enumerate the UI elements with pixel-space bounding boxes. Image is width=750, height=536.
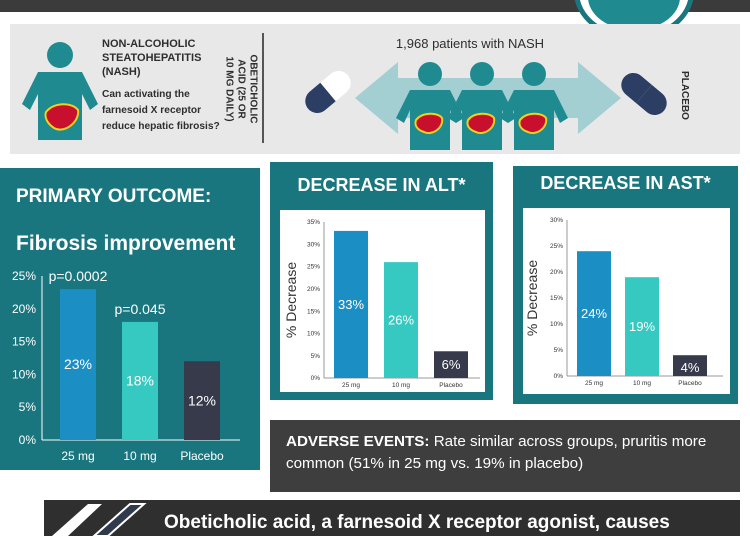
- bar-placebo: [184, 361, 220, 440]
- bar-10-mg: [122, 321, 158, 440]
- y-tick-label: 25%: [550, 243, 563, 250]
- y-tick-label: 35%: [307, 219, 320, 226]
- y-tick-label: 10%: [307, 331, 320, 338]
- placebo-label: PLACEBO: [678, 70, 690, 120]
- y-axis-label: % Decrease: [524, 260, 540, 336]
- alt-chart-title: DECREASE IN ALT*: [297, 175, 466, 195]
- treatment-divider: [262, 33, 264, 143]
- ast-chart-title: DECREASE IN AST*: [540, 173, 711, 193]
- treatment-pill-icon: [305, 71, 351, 113]
- y-tick-label: 5%: [311, 353, 321, 360]
- category-label: 25 mg: [61, 449, 94, 463]
- y-axis-label: % Decrease: [283, 262, 299, 338]
- y-tick-label: 15%: [550, 295, 563, 302]
- patients-group-icon: [396, 62, 568, 150]
- p-value-annotation: p=0.045: [115, 301, 166, 317]
- category-label: 10 mg: [633, 380, 651, 387]
- primary-outcome-title: PRIMARY OUTCOME:: [16, 186, 212, 207]
- category-label: Placebo: [439, 382, 463, 389]
- category-label: 10 mg: [392, 382, 410, 389]
- bar-25-mg: [60, 289, 96, 440]
- bar-value-label: 12%: [188, 392, 216, 408]
- category-label: 25 mg: [585, 380, 603, 387]
- placebo-pill-icon: [621, 73, 667, 115]
- bar-value-label: 26%: [388, 312, 414, 327]
- conclusion-text: Obeticholic acid, a farnesoid X receptor…: [164, 512, 670, 533]
- y-tick-label: 15%: [307, 308, 320, 315]
- category-label: 25 mg: [342, 382, 360, 389]
- y-tick-label: 20%: [307, 286, 320, 293]
- y-tick-label: 10%: [550, 321, 563, 328]
- bar-10-mg: [625, 277, 659, 376]
- adverse-events-detail: Rate similar across groups, pruritis mor…: [286, 433, 707, 472]
- bar-value-label: 19%: [629, 319, 655, 334]
- bar-placebo: [673, 355, 707, 376]
- treatment-label: OBETICHOLIC ACID (25 OR 10 MG DAILY): [223, 54, 259, 124]
- alt-bar-chart: 0% 5% 10% 15% 20% 25% 30% 35% % Decrease 33% 25 mg…: [283, 219, 480, 389]
- bar-placebo: [434, 351, 468, 378]
- adverse-events-panel: [270, 420, 740, 492]
- y-tick-label: 0%: [554, 373, 564, 380]
- y-tick-label: 30%: [307, 241, 320, 248]
- category-label: Placebo: [678, 380, 702, 387]
- placebo-label-wrap: PLACEBO: [664, 50, 704, 140]
- bar-value-label: 23%: [64, 356, 92, 372]
- y-tick-label: 30%: [550, 217, 563, 224]
- study-illustration: [22, 42, 667, 150]
- syringe-icon: [52, 503, 147, 536]
- bar-value-label: 33%: [338, 297, 364, 312]
- bar-value-label: 18%: [126, 373, 154, 389]
- bar-value-label: 6%: [442, 357, 461, 372]
- primary-outcome-subtitle: Fibrosis improvement: [16, 232, 236, 255]
- category-label: Placebo: [180, 449, 224, 463]
- y-tick-label: 5%: [554, 347, 564, 354]
- bar-25-mg: [577, 251, 611, 376]
- y-tick-label: 15%: [12, 335, 36, 349]
- bar-10-mg: [384, 262, 418, 378]
- treatment-label-wrap: OBETICHOLIC ACID (25 OR 10 MG DAILY): [220, 33, 260, 145]
- y-tick-label: 0%: [311, 375, 321, 382]
- condition-title: NON-ALCOHOLIC STEATOHEPATITIS (NASH): [102, 38, 202, 78]
- bar-value-label: 24%: [581, 306, 607, 321]
- category-label: 10 mg: [123, 449, 156, 463]
- conclusion-band: [44, 500, 740, 536]
- patients-liver-icons: [414, 112, 548, 134]
- bar-25-mg: [334, 230, 368, 378]
- adverse-events-text: ADVERSE EVENTS: Rate similar across grou…: [286, 431, 736, 475]
- study-question: Can activating the farnesoid X receptor …: [102, 89, 220, 132]
- y-tick-label: 10%: [12, 367, 36, 381]
- y-tick-label: 0%: [19, 433, 37, 447]
- ast-bar-chart: 0% 5% 10% 15% 20% 25% 30% % Decrease 24% 25 mg 19%…: [524, 217, 723, 387]
- fibrosis-bar-chart: 0% 5% 10% 15% 20% 25% 23% 25 mg p=0.0002 18% 10 mg…: [12, 268, 240, 463]
- liver-icon: [44, 103, 80, 131]
- y-tick-label: 5%: [19, 400, 37, 414]
- p-value-annotation: p=0.0002: [49, 268, 108, 284]
- y-tick-label: 20%: [550, 269, 563, 276]
- bar-value-label: 4%: [681, 360, 700, 375]
- y-tick-label: 20%: [12, 302, 36, 316]
- patient-person-icon: [22, 42, 98, 140]
- y-tick-label: 25%: [307, 264, 320, 271]
- adverse-events-label: ADVERSE EVENTS:: [286, 433, 430, 450]
- y-tick-label: 25%: [12, 269, 36, 283]
- patients-count-label: 1,968 patients with NASH: [395, 36, 545, 51]
- top-strip: [0, 0, 750, 12]
